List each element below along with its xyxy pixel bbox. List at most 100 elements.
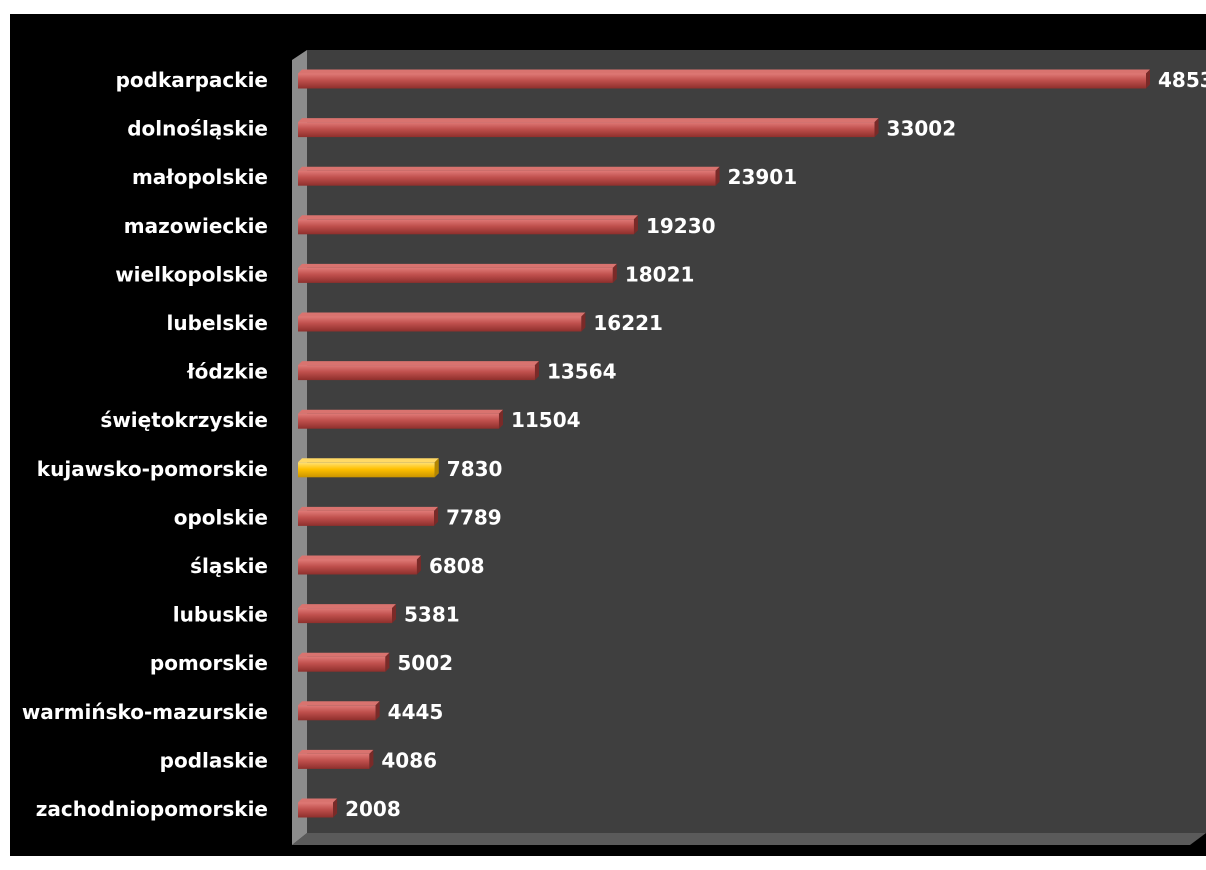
bar-end [434, 506, 439, 526]
bar-front [298, 316, 582, 332]
category-label: mazowieckie [124, 214, 268, 238]
data-label: 5381 [404, 603, 460, 627]
bar-end [416, 555, 421, 575]
bar-front [298, 365, 535, 381]
bar-top [298, 555, 421, 560]
bar-top [298, 604, 397, 609]
plot-floor [292, 833, 1206, 845]
bar-top [298, 361, 539, 366]
data-label: 11504 [511, 408, 581, 432]
category-label: małopolskie [132, 165, 268, 189]
bar-top [298, 166, 720, 171]
bar-front [298, 170, 716, 186]
bar-0 [298, 69, 1150, 89]
bar-5 [298, 312, 586, 332]
bar-front [298, 122, 875, 138]
category-label: pomorskie [150, 651, 268, 675]
bar-front [298, 73, 1146, 89]
data-label: 23901 [728, 165, 798, 189]
category-label: podlaskie [160, 748, 268, 772]
bar-end [534, 361, 539, 381]
bar-front [298, 559, 417, 575]
data-label: 4445 [388, 700, 444, 724]
bar-end [633, 215, 638, 235]
category-label: warmińsko-mazurskie [22, 700, 268, 724]
bar-end [369, 749, 374, 769]
data-label: 7830 [447, 457, 503, 481]
bar-front [298, 462, 435, 478]
bar-top [298, 749, 374, 754]
bar-front [298, 219, 634, 235]
bar-9 [298, 506, 439, 526]
bar-top [298, 652, 390, 657]
data-label: 16221 [593, 311, 663, 335]
bar-top [298, 458, 439, 463]
bar-front [298, 413, 499, 429]
data-label: 48539 [1158, 68, 1206, 92]
bar-10 [298, 555, 421, 575]
bar-end [434, 458, 439, 478]
data-label: 33002 [887, 117, 957, 141]
bar-top [298, 312, 586, 317]
bar-front [298, 705, 376, 721]
bar-front [298, 753, 370, 769]
bar-top [298, 701, 380, 706]
bar-end [333, 798, 338, 818]
bar-11 [298, 604, 397, 624]
data-label: 13564 [547, 360, 617, 384]
bar-front [298, 802, 334, 818]
bar-end [874, 118, 879, 138]
category-label: zachodniopomorskie [36, 797, 268, 821]
category-label: dolnośląskie [127, 117, 268, 141]
data-label: 5002 [397, 651, 453, 675]
data-label: 18021 [625, 262, 695, 286]
bar-end [392, 604, 397, 624]
bar-top [298, 263, 617, 268]
bar-end [715, 166, 720, 186]
bar-front [298, 656, 386, 672]
bar-end [385, 652, 390, 672]
bar-front [298, 510, 435, 526]
category-label: śląskie [190, 554, 268, 578]
bar-12 [298, 652, 390, 672]
bar-front [298, 608, 393, 624]
bar-6 [298, 361, 539, 381]
bar-end [498, 409, 503, 429]
data-label: 2008 [345, 797, 401, 821]
category-label: łódzkie [186, 360, 268, 384]
bar-top [298, 215, 638, 220]
data-label: 19230 [646, 214, 716, 238]
bar-top [298, 798, 338, 803]
category-label: podkarpackie [116, 68, 268, 92]
bar-end [1146, 69, 1150, 89]
bar-8 [298, 458, 439, 478]
category-label: lubuskie [173, 603, 268, 627]
bar-14 [298, 749, 374, 769]
bar-7 [298, 409, 503, 429]
bar-2 [298, 166, 720, 186]
bar-top [298, 409, 503, 414]
bar-15 [298, 798, 338, 818]
bar-top [298, 118, 879, 123]
category-label: opolskie [174, 505, 268, 529]
bar-end [581, 312, 586, 332]
bar-4 [298, 263, 617, 283]
category-label: wielkopolskie [115, 262, 268, 286]
category-label: świętokrzyskie [100, 408, 268, 432]
bar-end [375, 701, 380, 721]
category-labels: podkarpackie dolnośląskie małopolskie mazow… [22, 68, 268, 821]
bars-layer [298, 69, 1150, 818]
data-label: 7789 [446, 505, 502, 529]
bar-top [298, 506, 439, 511]
value-labels: 48539 33002 23901 19230 18021 16221 13564 11504… [345, 68, 1206, 821]
bar-top [298, 69, 1150, 74]
plot-left-wall [292, 50, 307, 845]
bar-3 [298, 215, 638, 235]
bar-1 [298, 118, 879, 138]
bar-end [612, 263, 617, 283]
data-label: 6808 [429, 554, 485, 578]
bar-front [298, 267, 613, 283]
bar-13 [298, 701, 380, 721]
data-label: 4086 [381, 748, 437, 772]
